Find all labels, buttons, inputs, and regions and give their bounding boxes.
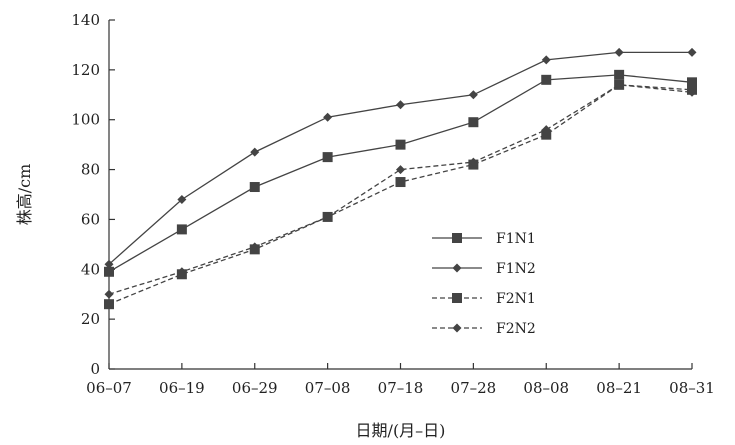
y-tick-label: 120 [71, 61, 100, 79]
y-tick-label: 100 [71, 111, 100, 129]
data-point [687, 47, 697, 57]
legend-item-f1n2: F1N2 [432, 261, 536, 277]
data-point [104, 299, 114, 310]
x-tick-label: 06–19 [159, 379, 205, 397]
x-tick-label: 06–07 [86, 379, 132, 397]
data-point [177, 194, 187, 204]
x-tick-label: 07–28 [451, 379, 497, 397]
y-tick-label: 20 [81, 310, 100, 328]
x-tick-label: 08–21 [596, 379, 642, 397]
data-point [104, 259, 114, 269]
data-point [396, 165, 405, 175]
data-point [541, 74, 552, 85]
data-point [541, 125, 551, 135]
data-point [322, 152, 333, 163]
data-point [687, 87, 697, 97]
data-point [104, 266, 114, 277]
series-line [108, 84, 693, 295]
legend-item-f1n1: F1N1 [432, 231, 536, 247]
legend-item-f2n2: F2N2 [432, 321, 536, 337]
data-point [396, 100, 405, 110]
y-tick-label: 40 [81, 260, 100, 278]
legend-marker [452, 233, 462, 243]
legend-marker [452, 323, 462, 333]
data-point [323, 212, 333, 222]
series-f2n1 [104, 79, 697, 310]
data-point [614, 69, 625, 80]
series-line [108, 84, 693, 305]
data-point [468, 157, 478, 167]
x-tick-label: 07–08 [305, 379, 351, 397]
axes [108, 20, 692, 370]
legend: F1N1 F1N2 F2N1 F2N2 [432, 231, 536, 337]
legend-item-f2n1: F2N1 [432, 291, 536, 307]
data-point [250, 147, 260, 157]
data-point [249, 182, 260, 193]
data-point [395, 177, 406, 188]
data-point [468, 117, 479, 128]
data-point [395, 139, 406, 150]
x-tick-label: 08–31 [669, 379, 715, 397]
data-point [468, 90, 478, 100]
legend-label: F2N1 [496, 291, 536, 307]
legend-marker [452, 263, 462, 273]
data-point [614, 47, 624, 57]
x-tick-label: 08–08 [523, 379, 569, 397]
series-f1n2 [104, 47, 697, 269]
x-tick-label: 07–18 [378, 379, 424, 397]
series-line [108, 51, 692, 265]
y-tick-label: 140 [71, 11, 100, 29]
data-point [250, 242, 260, 252]
y-tick-label: 80 [81, 161, 100, 179]
x-axis-ticks: 06–07 06–19 06–29 07–08 07–18 07–28 08–08 08–21… [86, 363, 715, 397]
y-tick-label: 60 [81, 210, 100, 228]
series-f2n2 [104, 80, 697, 299]
legend-label: F1N1 [496, 231, 536, 247]
x-tick-label: 06–29 [232, 379, 278, 397]
y-axis-title: 株高/cm [15, 164, 34, 226]
y-tick-label: 0 [90, 360, 100, 378]
data-point [323, 112, 333, 122]
legend-marker [452, 293, 462, 303]
data-point [687, 77, 697, 88]
data-point [541, 129, 552, 140]
data-point [176, 224, 187, 235]
data-point [104, 289, 114, 299]
data-point [614, 80, 624, 90]
x-axis-title: 日期/(月–日) [356, 421, 446, 440]
data-point [177, 267, 187, 277]
series-group [104, 47, 697, 310]
data-point [541, 55, 551, 65]
legend-label: F2N2 [496, 321, 536, 337]
series-f1n1 [104, 69, 697, 277]
legend-label: F1N2 [496, 261, 536, 277]
y-axis-ticks: 0 20 40 60 80 100 120 140 [71, 11, 115, 378]
